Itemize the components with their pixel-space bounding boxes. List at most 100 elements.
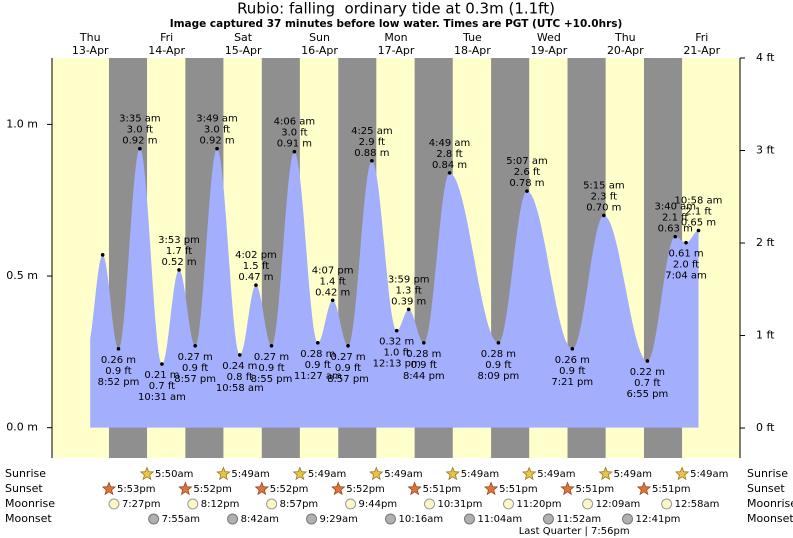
tide-label: 2.6 ft — [514, 167, 540, 178]
tide-label: 0.84 m — [432, 160, 467, 171]
day-date: 20-Apr — [607, 44, 644, 57]
tide-label: 12:13 pm — [373, 359, 421, 370]
row-label: Sunrise — [5, 467, 46, 480]
tide-label: 5:15 am — [583, 180, 625, 191]
sunset-icon — [254, 481, 270, 496]
tide-label: 0.26 m — [555, 355, 590, 366]
moonset-icon — [148, 513, 160, 525]
row-label: Sunset — [5, 482, 43, 495]
moonrise-icon — [661, 498, 673, 510]
day-date: 21-Apr — [683, 44, 720, 57]
tide-label: 0.26 m — [101, 355, 136, 366]
day-name: Mon — [384, 31, 407, 44]
y2-tick-label: 1 ft — [756, 329, 775, 342]
tide-label: 0.39 m — [391, 296, 426, 307]
moonrise-time: 11:20pm — [517, 499, 562, 510]
tide-label: 2.1 ft — [685, 207, 711, 218]
day-date: 16-Apr — [301, 44, 338, 57]
day-date: 14-Apr — [148, 44, 185, 57]
sunset-time: 5:52pm — [193, 484, 232, 495]
tide-label: 0.65 m — [681, 218, 716, 229]
tide-label: 0.88 m — [354, 148, 389, 159]
tide-label: 0.70 m — [586, 202, 621, 213]
tide-extreme — [496, 340, 501, 345]
tide-label: 1.7 ft — [166, 246, 192, 257]
sunset-icon — [101, 481, 117, 496]
tide-extreme — [422, 340, 426, 345]
y2-tick-label: 0 ft — [756, 421, 775, 434]
tide-label: 0.28 m — [300, 349, 335, 360]
tide-extreme — [116, 347, 121, 351]
moonset-time: 8:42am — [241, 514, 279, 525]
sunrise-time: 5:49am — [461, 469, 499, 480]
tide-label: 0.9 ft — [485, 360, 511, 371]
sunrise-icon — [674, 466, 690, 481]
tide-label: 4:49 am — [429, 138, 471, 149]
tide-label: 1.5 ft — [243, 261, 269, 272]
tide-label: 0.7 ft — [149, 381, 175, 392]
tide-area — [90, 148, 699, 428]
tide-label: 0.47 m — [238, 272, 273, 283]
tide-label: 4:06 am — [274, 117, 316, 128]
tide-extreme — [346, 343, 350, 348]
moonset-icon — [384, 513, 396, 525]
sunset-icon — [483, 481, 499, 496]
tide-extreme — [292, 149, 297, 154]
sunrise-time: 5:49am — [308, 469, 346, 480]
sunrise-time: 5:50am — [155, 469, 193, 480]
tide-label: 0.9 ft — [105, 366, 131, 377]
tide-label: 6:55 pm — [626, 389, 668, 400]
moonset-icon — [306, 513, 318, 525]
row-label: Moonset — [5, 512, 52, 525]
moonset-time: 7:55am — [162, 514, 200, 525]
sunrise-icon — [369, 466, 384, 481]
tide-label: 8:09 pm — [478, 371, 520, 382]
tide-label: 3:49 am — [196, 114, 238, 125]
tide-label: 0.61 m — [668, 249, 703, 260]
tide-label: 0.63 m — [658, 224, 693, 235]
moonrise-time: 12:09am — [596, 499, 641, 510]
moonrise-icon — [423, 498, 435, 510]
tide-label: 2.1 ft — [662, 213, 688, 224]
tide-extreme — [673, 234, 678, 239]
tide-label: 0.9 ft — [182, 363, 208, 374]
day-date: 13-Apr — [72, 44, 109, 57]
tide-extreme — [238, 353, 242, 357]
y2-tick-label: 2 ft — [756, 236, 775, 249]
day-date: 17-Apr — [378, 44, 415, 57]
tide-extreme — [602, 213, 606, 218]
y-tick-label: 0.0 m — [6, 421, 38, 434]
tide-label: 0.9 ft — [258, 363, 284, 374]
day-name: Fri — [695, 31, 708, 44]
tide-extreme — [215, 146, 219, 151]
moon-phase: Last Quarter | 7:56pm — [519, 526, 630, 537]
moonset-time: 12:41pm — [636, 514, 681, 525]
tide-label: 3.0 ft — [281, 128, 307, 139]
tide-extreme — [684, 240, 688, 245]
sunrise-icon — [598, 466, 613, 481]
moonset-icon — [622, 513, 634, 525]
tide-label: 0.22 m — [630, 367, 665, 378]
tide-label: 10:58 am — [675, 196, 723, 207]
tide-extreme — [525, 189, 529, 193]
tide-label: 3.0 ft — [127, 125, 153, 136]
moonrise-icon — [266, 498, 278, 510]
sunset-icon — [331, 481, 346, 496]
moonrise-time: 8:57pm — [280, 499, 319, 510]
sunset-icon — [636, 481, 652, 496]
tide-label: 2.9 ft — [359, 137, 385, 148]
row-label: Moonset — [747, 512, 793, 525]
moonrise-icon — [108, 498, 120, 510]
sunset-time: 5:52pm — [270, 484, 309, 495]
moonset-time: 9:29am — [320, 514, 358, 525]
tide-label: 0.52 m — [161, 257, 196, 268]
day-name: Thu — [614, 31, 636, 44]
tide-label: 3:35 am — [119, 114, 161, 125]
sunrise-icon — [139, 466, 155, 481]
tide-label: 3.0 ft — [204, 125, 230, 136]
tide-label: 0.32 m — [379, 337, 414, 348]
tide-label: 11:27 am — [294, 371, 342, 382]
tide-label: 8:57 pm — [327, 374, 369, 385]
tide-extreme — [394, 328, 399, 333]
day-name: Sun — [309, 31, 330, 44]
